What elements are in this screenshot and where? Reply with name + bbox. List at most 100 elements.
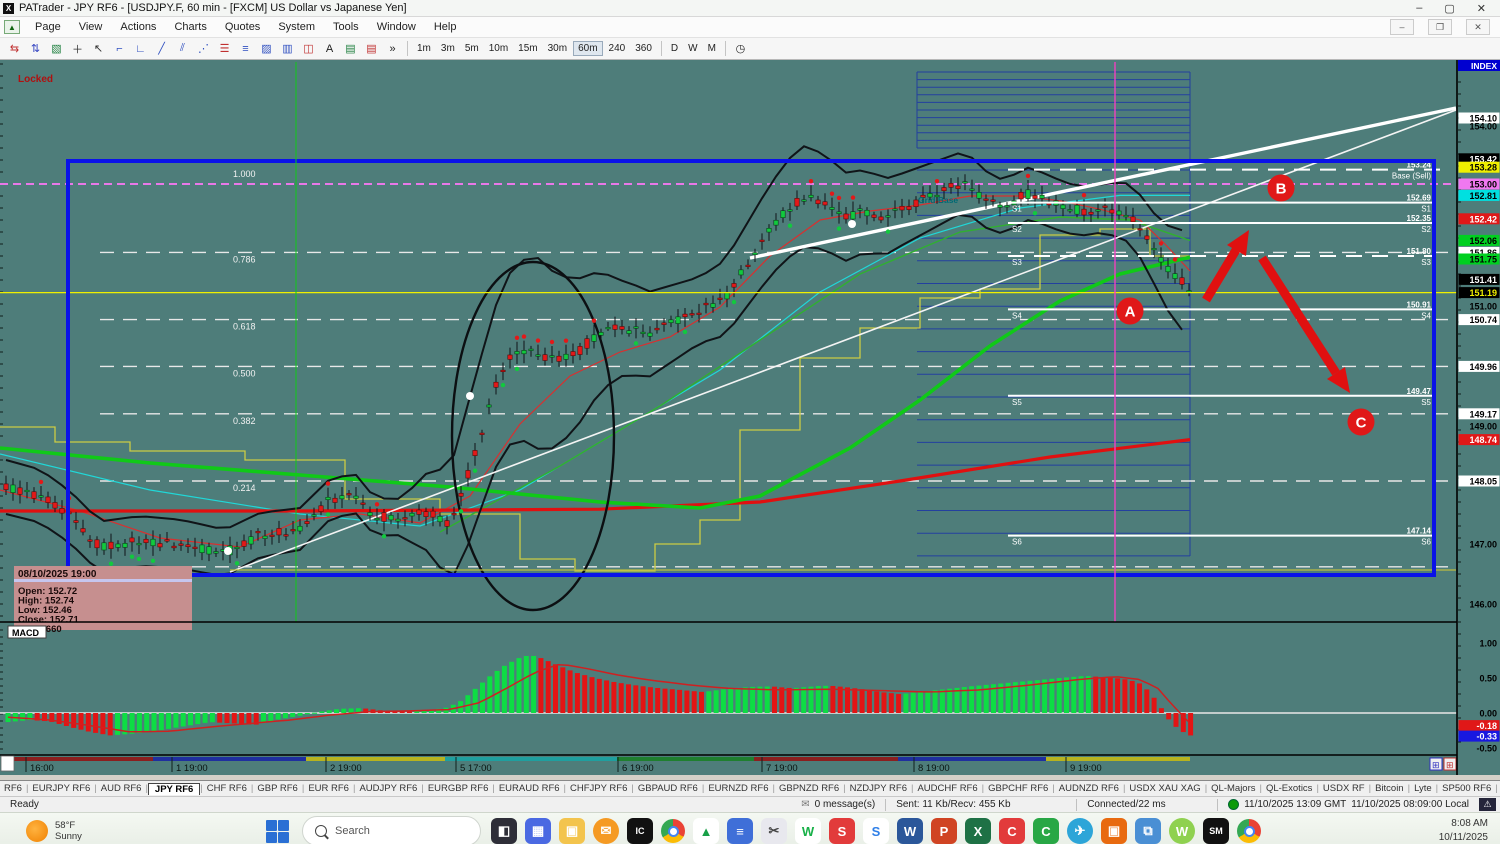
- polyline-icon[interactable]: ⋰: [198, 43, 209, 55]
- fib-expansion-icon[interactable]: ≡: [242, 42, 249, 55]
- taskbar-icon-telegram[interactable]: ✈: [1067, 818, 1093, 844]
- weather-widget[interactable]: 58°F Sunny: [0, 820, 226, 842]
- tile-horizontal-icon[interactable]: ⇆: [9, 43, 20, 55]
- fib-retracement-icon[interactable]: ☰: [219, 43, 230, 55]
- close-button[interactable]: ✕: [1476, 2, 1486, 15]
- timeframe-15m[interactable]: 15m: [518, 43, 538, 54]
- tab-ql-exotics[interactable]: QL-Exotics: [1265, 783, 1313, 794]
- taskbar-icon-skype[interactable]: S: [863, 818, 889, 844]
- horizontal-line-icon[interactable]: ⌐: [116, 42, 123, 55]
- taskbar-icon-calculator[interactable]: ▦: [525, 818, 551, 844]
- taskbar-icon-clickup[interactable]: C: [999, 818, 1025, 844]
- timeframe-30m[interactable]: 30m: [547, 43, 568, 54]
- ellipse-annotation[interactable]: [450, 260, 616, 612]
- down-arrow[interactable]: [1258, 255, 1340, 376]
- timebar-zoom-buttons[interactable]: ⊞ ⊞: [1429, 757, 1457, 771]
- taskbar-clock[interactable]: 8:08 AM 10/11/2025: [1439, 817, 1488, 844]
- pattern-tool-icon[interactable]: ◫: [303, 43, 314, 55]
- timeframe-360[interactable]: 360: [635, 43, 652, 54]
- tab-audnzd-rf6[interactable]: AUDNZD RF6: [1058, 783, 1119, 794]
- period-w[interactable]: W: [688, 43, 698, 54]
- child-minimize-button[interactable]: –: [1390, 19, 1414, 35]
- tab-gbpnzd-rf6[interactable]: GBPNZD RF6: [778, 783, 840, 794]
- up-arrow[interactable]: [1202, 247, 1240, 303]
- zoom-in-button[interactable]: [1429, 757, 1443, 771]
- taskbar-icon-mail[interactable]: ✉: [593, 818, 619, 844]
- cursor-icon[interactable]: ↖: [93, 43, 104, 55]
- trendline-thick[interactable]: [749, 106, 1457, 260]
- taskbar-icon-file-explorer[interactable]: ▣: [559, 818, 585, 844]
- crosshair-icon[interactable]: ＋: [72, 43, 83, 56]
- child-restore-button[interactable]: ❐: [1428, 19, 1452, 35]
- taskbar-icon-whatsapp[interactable]: W: [1169, 818, 1195, 844]
- tab-lyte[interactable]: Lyte: [1414, 783, 1432, 794]
- tab-chfjpy-rf6[interactable]: CHFJPY RF6: [570, 783, 628, 794]
- taskbar-icon-word[interactable]: W: [897, 818, 923, 844]
- taskbar-icon-chrome[interactable]: [661, 819, 685, 843]
- tab-aud-rf6[interactable]: AUD RF6: [100, 783, 142, 794]
- taskbar-icon-photos[interactable]: ◧: [491, 818, 517, 844]
- timeframe-60m[interactable]: 60m: [573, 41, 603, 56]
- buy-setup-icon[interactable]: ▤: [345, 43, 356, 55]
- timeframe-1m[interactable]: 1m: [417, 43, 431, 54]
- taskbar-icon-c-app[interactable]: C: [1033, 818, 1059, 844]
- tab-gbpaud-rf6[interactable]: GBPAUD RF6: [637, 783, 698, 794]
- tab-eurnzd-rf6[interactable]: EURNZD RF6: [708, 783, 769, 794]
- zoom-out-button[interactable]: [1443, 757, 1457, 771]
- tab-rf6[interactable]: RF6: [4, 783, 22, 794]
- sell-setup-icon[interactable]: ▤: [366, 43, 377, 55]
- taskbar-icon-smr[interactable]: SM: [1203, 818, 1229, 844]
- taskbar-icon-sublime[interactable]: S: [829, 818, 855, 844]
- tab-usdx-xau-xag[interactable]: USDX XAU XAG: [1129, 783, 1201, 794]
- toolbar-overflow-icon[interactable]: »: [389, 42, 396, 55]
- parallel-line-icon[interactable]: ⫽: [180, 42, 185, 54]
- menu-item-tools[interactable]: Tools: [333, 21, 359, 33]
- timeframe-5m[interactable]: 5m: [464, 43, 479, 54]
- maximize-button[interactable]: ▢: [1444, 2, 1455, 15]
- menu-item-actions[interactable]: Actions: [120, 21, 157, 33]
- timeframe-10m[interactable]: 10m: [488, 43, 509, 54]
- taskbar-icon-journal[interactable]: ≡: [727, 818, 753, 844]
- taskbar-icon-patrader[interactable]: ▲: [693, 818, 719, 844]
- timeframe-240[interactable]: 240: [608, 43, 626, 54]
- tab-nzdjpy-rf6[interactable]: NZDJPY RF6: [849, 783, 907, 794]
- period-m[interactable]: M: [707, 43, 716, 54]
- menu-item-system[interactable]: System: [278, 21, 315, 33]
- taskbar-icon-webull[interactable]: W: [795, 818, 821, 844]
- taskbar-icon-powerpoint[interactable]: P: [931, 818, 957, 844]
- vertical-line-icon[interactable]: ∟: [135, 42, 146, 55]
- child-close-button[interactable]: ✕: [1466, 19, 1490, 35]
- tab-eurgbp-rf6[interactable]: EURGBP RF6: [427, 783, 489, 794]
- tab-audjpy-rf6[interactable]: AUDJPY RF6: [359, 783, 418, 794]
- taskbar-icon-remote-desktop[interactable]: ⧉: [1135, 818, 1161, 844]
- trendline-thin[interactable]: [229, 109, 1457, 573]
- tab-gbp-rf6[interactable]: GBP RF6: [257, 783, 298, 794]
- menu-item-help[interactable]: Help: [433, 21, 457, 33]
- circle-annotation-b[interactable]: [1267, 174, 1295, 202]
- new-chart-icon[interactable]: ▧: [51, 43, 62, 55]
- circle-annotation-c[interactable]: [1347, 408, 1375, 436]
- circle-annotation-a[interactable]: [1116, 297, 1144, 325]
- tab-sp500-rf6[interactable]: SP500 RF6: [1442, 783, 1492, 794]
- taskbar-icon-ic-trading[interactable]: IC: [627, 818, 653, 844]
- tab-chf-rf6[interactable]: CHF RF6: [206, 783, 247, 794]
- tab-eur-rf6[interactable]: EUR RF6: [308, 783, 349, 794]
- search-input[interactable]: Search: [302, 816, 481, 844]
- taskbar-icon-orange-app[interactable]: ▣: [1101, 818, 1127, 844]
- clock-icon[interactable]: ◷: [735, 43, 746, 55]
- menu-item-quotes[interactable]: Quotes: [224, 21, 261, 33]
- blue-rectangle-annotation[interactable]: [66, 159, 1436, 577]
- letter-annotations[interactable]: A B C: [1116, 174, 1375, 436]
- menu-item-view[interactable]: View: [78, 21, 103, 33]
- timeframe-3m[interactable]: 3m: [440, 43, 455, 54]
- tile-vertical-icon[interactable]: ⇅: [30, 43, 41, 55]
- gann-tool-icon[interactable]: ▨: [261, 43, 272, 55]
- tab-eurjpy-rf6[interactable]: EURJPY RF6: [32, 783, 91, 794]
- taskbar-icon-excel[interactable]: X: [965, 818, 991, 844]
- tab-euraud-rf6[interactable]: EURAUD RF6: [498, 783, 560, 794]
- alert-icon[interactable]: ⚠: [1479, 798, 1496, 811]
- taskbar-icon-browser[interactable]: [1237, 819, 1261, 843]
- period-d[interactable]: D: [670, 43, 679, 54]
- tab-audchf-rf6[interactable]: AUDCHF RF6: [917, 783, 978, 794]
